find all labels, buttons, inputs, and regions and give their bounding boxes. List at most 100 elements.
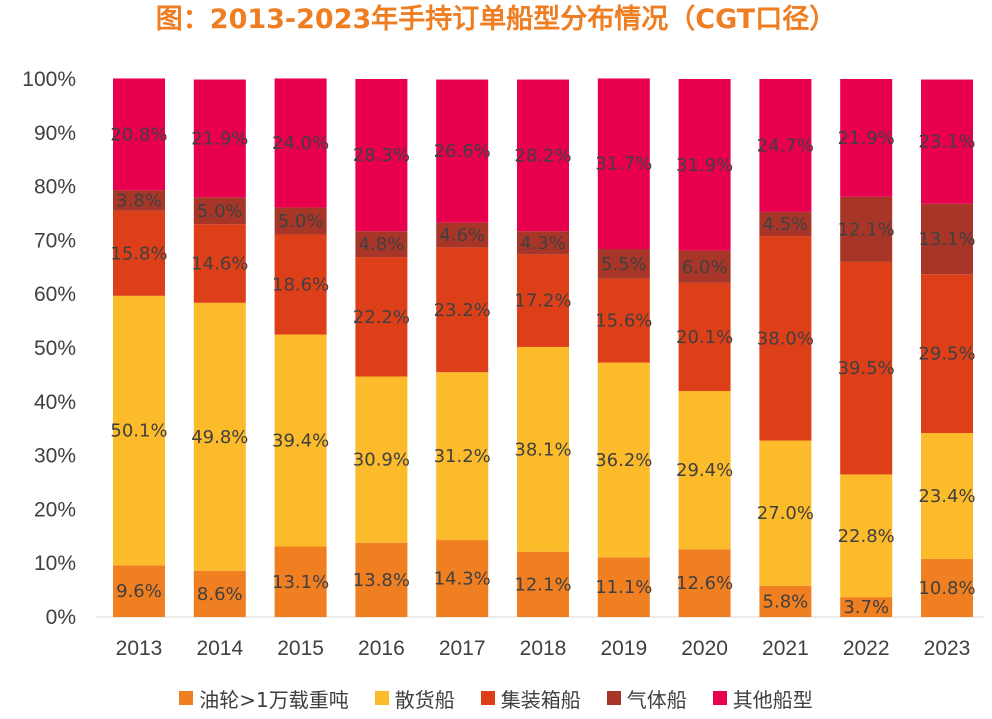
- y-tick-label: 80%: [34, 176, 76, 199]
- data-label: 13.8%: [353, 570, 410, 591]
- legend-item: 气体船: [606, 684, 687, 713]
- x-tick-label: 2020: [681, 637, 728, 660]
- bar-segment: [193, 302, 246, 571]
- bar-segment: [193, 570, 246, 617]
- legend-swatch: [480, 691, 495, 705]
- data-label: 3.8%: [116, 191, 162, 212]
- x-tick-label: 2021: [762, 637, 809, 660]
- data-label: 12.1%: [514, 574, 571, 595]
- data-label: 24.0%: [272, 133, 329, 154]
- data-label: 27.0%: [757, 503, 814, 524]
- bar-segment: [113, 190, 165, 211]
- data-label: 20.1%: [676, 327, 733, 348]
- bar-segment: [436, 247, 489, 373]
- data-label: 13.1%: [918, 229, 975, 250]
- bar-segment: [517, 79, 569, 232]
- bar-segment: [436, 79, 489, 223]
- data-label: 28.2%: [514, 145, 571, 166]
- bar-segment: [921, 203, 973, 275]
- data-label: 28.3%: [353, 145, 410, 166]
- bar-segment: [678, 391, 731, 550]
- bar-segment: [355, 79, 408, 232]
- bar-segment: [274, 78, 327, 208]
- data-label: 12.6%: [676, 573, 733, 594]
- data-label: 23.4%: [918, 486, 975, 507]
- bar-segment: [840, 474, 893, 598]
- data-label: 5.5%: [601, 254, 647, 275]
- y-tick-label: 20%: [34, 498, 76, 521]
- data-label: 6.0%: [682, 257, 728, 278]
- chart-legend: 油轮>1万载重吨 散货船 集装箱船 气体船 其他船型: [0, 682, 992, 714]
- data-label: 26.6%: [434, 141, 491, 162]
- legend-label: 集装箱船: [500, 687, 581, 712]
- data-label: 20.8%: [110, 124, 167, 145]
- bar-segment: [759, 79, 812, 212]
- y-tick-label: 70%: [34, 229, 76, 252]
- bar-segment: [921, 79, 973, 204]
- data-label: 5.0%: [278, 211, 324, 232]
- y-tick-label: 100%: [22, 68, 76, 91]
- y-tick-label: 0%: [46, 606, 76, 629]
- data-label: 12.1%: [838, 219, 895, 240]
- x-tick-label: 2016: [358, 637, 405, 660]
- data-label: 38.0%: [757, 328, 814, 349]
- x-tick-label: 2017: [439, 637, 486, 660]
- bar-segment: [113, 295, 165, 566]
- data-label: 39.5%: [838, 358, 895, 379]
- bar-segment: [759, 585, 812, 617]
- data-label: 11.1%: [595, 577, 652, 598]
- y-tick-label: 10%: [34, 552, 76, 575]
- bar-segment: [597, 557, 650, 617]
- data-label: 8.6%: [197, 584, 243, 605]
- bar-segment: [517, 346, 569, 552]
- x-tick-label: 2013: [116, 637, 163, 660]
- data-label: 36.2%: [595, 450, 652, 471]
- data-label: 14.3%: [434, 569, 491, 590]
- bar-segment: [355, 376, 408, 543]
- bar-segment: [193, 224, 246, 303]
- legend-item: 其他船型: [712, 684, 813, 713]
- data-label: 15.8%: [110, 243, 167, 264]
- bar-segment: [678, 549, 731, 617]
- bar-segment: [355, 231, 408, 258]
- bar-segment: [355, 542, 408, 617]
- x-tick-label: 2018: [520, 637, 567, 660]
- bar-segment: [436, 372, 489, 541]
- bar-segment: [759, 211, 812, 237]
- data-label: 4.8%: [359, 234, 405, 255]
- bar-segment: [597, 278, 650, 363]
- x-tick-label: 2014: [196, 637, 243, 660]
- y-tick-label: 60%: [34, 283, 76, 306]
- y-tick-label: 40%: [34, 391, 76, 414]
- data-label: 13.1%: [272, 572, 329, 593]
- bar-segment: [921, 558, 973, 617]
- data-label: 31.2%: [434, 446, 491, 467]
- bar-segment: [678, 250, 731, 283]
- data-label: 31.9%: [676, 155, 733, 176]
- bar-segment: [517, 231, 569, 255]
- data-label: 3.7%: [843, 597, 889, 618]
- data-label: 21.9%: [838, 128, 895, 149]
- stacked-bar-chart: 0% 10% 20% 30% 40% 50% 60% 70% 80% 90% 100% 9.6% 50.…: [22, 68, 984, 660]
- x-tick-label: 2023: [924, 637, 971, 660]
- bar-segment: [678, 282, 731, 392]
- data-label: 18.6%: [272, 275, 329, 296]
- data-label: 30.9%: [353, 450, 410, 471]
- bar-segment: [840, 79, 893, 197]
- bar-segment: [436, 540, 489, 617]
- chart-title: 图：2013-2023年手持订单船型分布情况（CGT口径）: [155, 4, 837, 35]
- data-label: 49.8%: [191, 427, 248, 448]
- bar-segment: [840, 261, 893, 475]
- legend-label: 散货船: [394, 687, 455, 712]
- legend-label: 气体船: [626, 687, 687, 712]
- legend-swatch: [606, 691, 621, 705]
- data-label: 23.1%: [918, 132, 975, 153]
- data-label: 24.7%: [757, 135, 814, 156]
- data-label: 29.5%: [918, 344, 975, 365]
- legend-item: 集装箱船: [480, 684, 581, 713]
- data-label: 5.8%: [763, 591, 809, 612]
- bar-segment: [113, 565, 165, 617]
- bar-segment: [840, 597, 893, 617]
- data-label: 10.8%: [918, 578, 975, 599]
